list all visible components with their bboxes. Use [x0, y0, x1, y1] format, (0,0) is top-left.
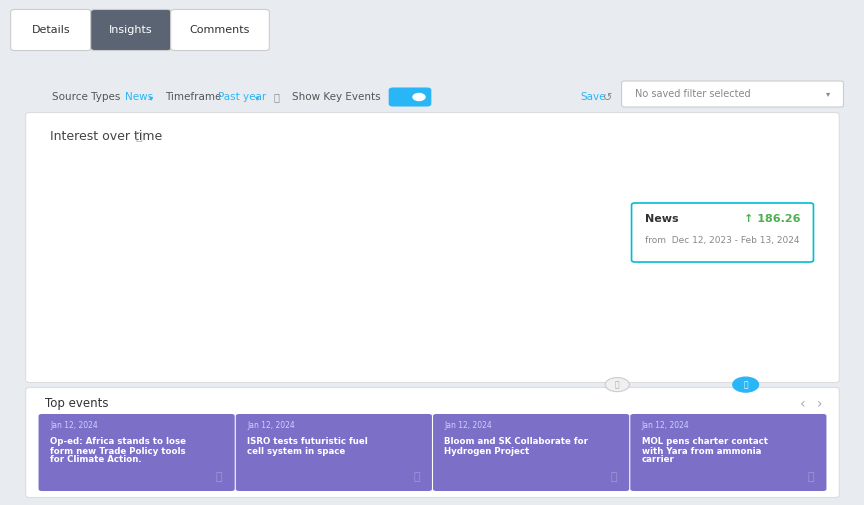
- Text: Interest over time: Interest over time: [50, 130, 162, 143]
- Text: No saved filter selected: No saved filter selected: [635, 89, 751, 99]
- Text: ↺: ↺: [603, 92, 613, 103]
- Text: ›: ›: [816, 397, 822, 411]
- Text: Op-ed: Africa stands to lose: Op-ed: Africa stands to lose: [50, 437, 186, 446]
- Text: Save: Save: [580, 92, 606, 103]
- Text: Past year: Past year: [218, 92, 266, 103]
- Text: ↑ 186.26: ↑ 186.26: [744, 214, 800, 224]
- Text: Hydrogen Project: Hydrogen Project: [444, 446, 530, 456]
- Text: Timeframe: Timeframe: [165, 92, 221, 103]
- Text: Top events: Top events: [45, 397, 109, 411]
- Text: 🔔: 🔔: [808, 472, 814, 482]
- Text: Show Key Events: Show Key Events: [292, 92, 381, 103]
- Text: Jan 12, 2024: Jan 12, 2024: [50, 422, 98, 430]
- Text: with Yara from ammonia: with Yara from ammonia: [642, 446, 761, 456]
- Text: 🔔: 🔔: [743, 380, 748, 389]
- Text: form new Trade Policy tools: form new Trade Policy tools: [50, 446, 186, 456]
- Text: ⓘ: ⓘ: [135, 132, 142, 142]
- Text: Source Types: Source Types: [52, 92, 120, 103]
- Text: Jan 12, 2024: Jan 12, 2024: [444, 422, 492, 430]
- Text: 🔔: 🔔: [274, 92, 280, 103]
- Text: 🔔: 🔔: [615, 380, 619, 389]
- Text: ▾: ▾: [826, 89, 830, 98]
- Text: Jan 12, 2024: Jan 12, 2024: [247, 422, 295, 430]
- Text: ▾: ▾: [149, 93, 153, 102]
- Text: ▾: ▾: [255, 93, 259, 102]
- Text: from  Dec 12, 2023 - Feb 13, 2024: from Dec 12, 2023 - Feb 13, 2024: [645, 236, 799, 245]
- Text: ISRO tests futuristic fuel: ISRO tests futuristic fuel: [247, 437, 368, 446]
- Text: 🔔: 🔔: [216, 472, 223, 482]
- Text: News: News: [645, 214, 678, 224]
- Text: Details: Details: [32, 25, 70, 35]
- Text: for Climate Action.: for Climate Action.: [50, 456, 142, 465]
- Text: carrier: carrier: [642, 456, 675, 465]
- Text: Comments: Comments: [190, 25, 251, 35]
- Text: News: News: [125, 92, 153, 103]
- Text: MOL pens charter contact: MOL pens charter contact: [642, 437, 768, 446]
- Text: 🔔: 🔔: [413, 472, 420, 482]
- Text: Insights: Insights: [109, 25, 153, 35]
- Text: cell system in space: cell system in space: [247, 446, 346, 456]
- Text: 🔔: 🔔: [611, 472, 617, 482]
- Text: Bloom and SK Collaborate for: Bloom and SK Collaborate for: [444, 437, 588, 446]
- Text: Jan 12, 2024: Jan 12, 2024: [642, 422, 689, 430]
- Text: ‹: ‹: [800, 397, 806, 411]
